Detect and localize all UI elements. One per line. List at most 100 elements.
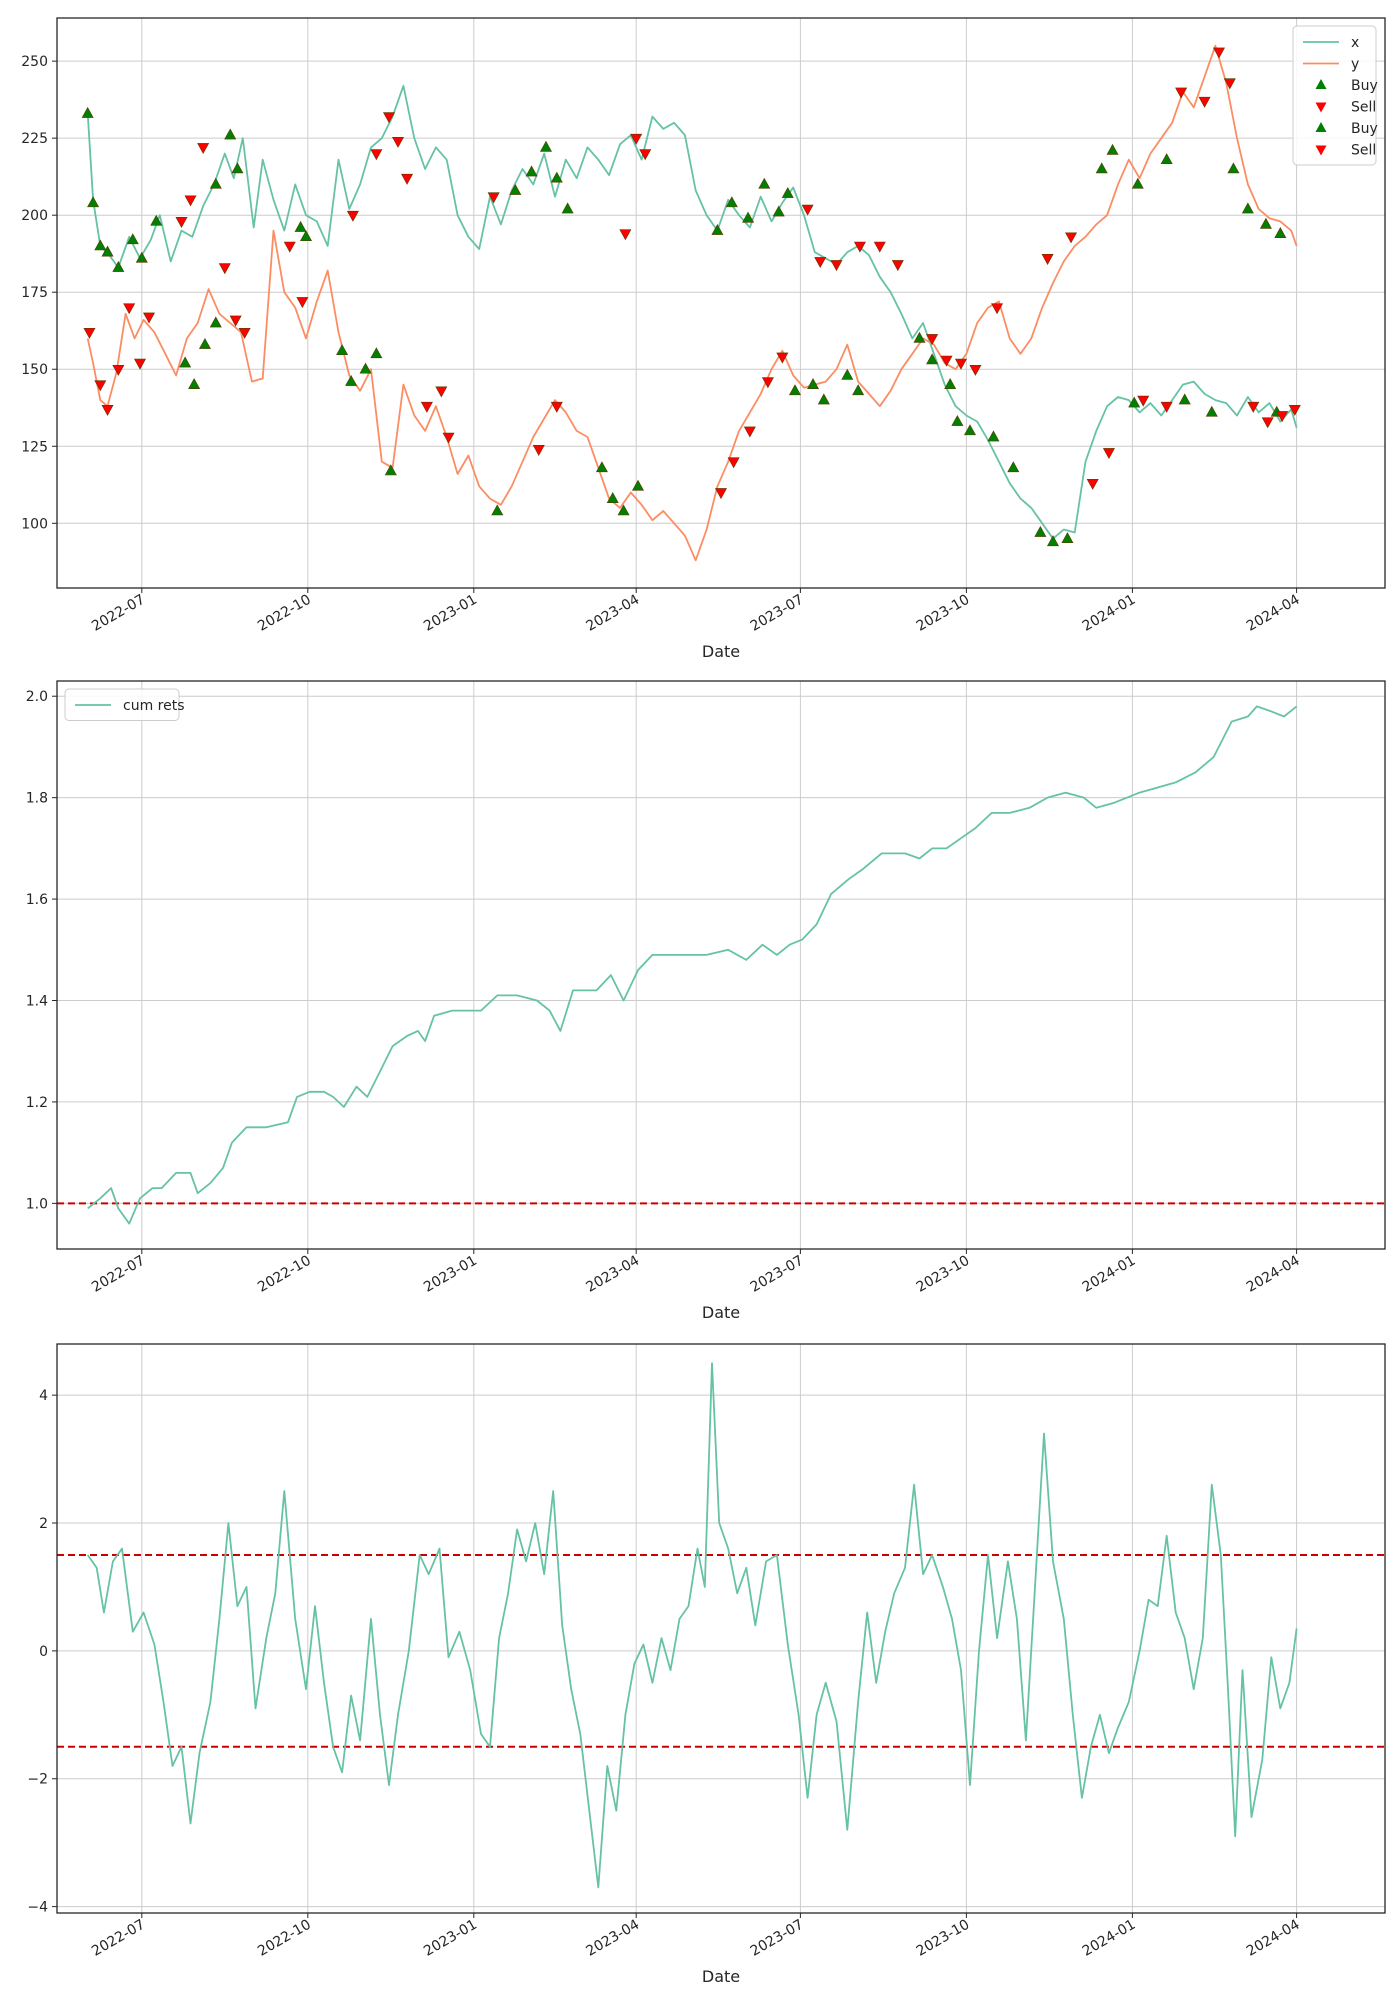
y-tick-label: 1.6 (26, 892, 48, 908)
sell-marker (1041, 254, 1054, 265)
buy-marker (101, 245, 114, 257)
sell-marker (83, 327, 96, 339)
buy-marker (525, 165, 538, 177)
buy-marker (606, 492, 619, 503)
buy-marker (817, 393, 830, 405)
x-tick-label: 2023-04 (584, 1917, 643, 1960)
legend-sell-handle (1315, 145, 1327, 156)
x-tick-label: 2022-07 (89, 592, 148, 635)
x-tick-label: 2023-07 (748, 1917, 807, 1960)
sell-marker (94, 380, 107, 392)
sell-marker (969, 364, 982, 376)
x-tick-label: 2023-01 (421, 592, 480, 635)
series-line-y (86, 44, 1298, 562)
sell-marker (218, 263, 231, 275)
buy-marker (1061, 532, 1074, 544)
sell-marker (853, 241, 866, 253)
sell-marker (101, 404, 114, 416)
sell-marker (727, 457, 740, 469)
buy-marker (299, 230, 313, 242)
buy-marker (509, 183, 522, 195)
x-tick-label: 2023-01 (421, 1253, 480, 1296)
buy-marker (772, 205, 785, 217)
sell-marker (1065, 232, 1078, 244)
axes-frame (56, 680, 1386, 1250)
sell-marker (175, 217, 188, 228)
y-tick-label: 0 (39, 1644, 48, 1660)
buy-marker (1007, 461, 1020, 473)
buy-marker (294, 220, 307, 232)
y-tick-label: 100 (21, 516, 48, 532)
sell-marker (639, 149, 652, 161)
sell-marker (283, 241, 296, 253)
x-tick-label: 2022-07 (89, 1917, 148, 1960)
buy-marker (617, 504, 630, 516)
legend-label: Sell (1351, 100, 1376, 116)
series-line-zscore (86, 1362, 1298, 1889)
buy-marker (198, 337, 211, 349)
sell-marker (123, 303, 136, 315)
buy-marker (384, 464, 397, 476)
sell-marker (1261, 417, 1274, 429)
buy-marker (1160, 153, 1173, 165)
y-tick-label: 250 (21, 54, 48, 70)
buy-marker (359, 362, 372, 374)
legend: xy Buy Sell Buy Sell (1292, 25, 1378, 166)
series-line-cum-rets (87, 705, 1298, 1225)
buy-marker (1106, 143, 1119, 155)
buy-marker (1128, 396, 1141, 408)
x-tick-label: 2023-10 (914, 1253, 973, 1296)
sell-marker (401, 173, 414, 185)
sell-marker (743, 426, 756, 438)
buy-marker (1046, 535, 1060, 547)
buy-marker (224, 128, 237, 140)
sell-marker (761, 377, 774, 389)
legend-label: x (1351, 35, 1359, 51)
x-tick-label: 2023-07 (748, 1253, 807, 1296)
x-tick-label: 2024-04 (1244, 1253, 1303, 1296)
buy-marker (1095, 162, 1108, 174)
legend-box (1292, 25, 1377, 166)
y-tick-label: 1.0 (26, 1196, 48, 1212)
buy-marker (926, 353, 939, 365)
buy-marker (87, 196, 100, 208)
sell-marker (532, 445, 545, 456)
buy-marker (135, 251, 148, 263)
buy-marker (1259, 217, 1272, 229)
buy-marker (781, 186, 794, 198)
x-tick-label: 2024-04 (1244, 592, 1303, 635)
sell-marker (776, 352, 789, 364)
buy-marker (1205, 405, 1218, 417)
buy-marker (370, 347, 383, 359)
buy-marker (1241, 202, 1254, 214)
buy-marker (758, 177, 771, 189)
buy-marker (188, 378, 201, 389)
sell-marker (1223, 78, 1236, 90)
sell-marker (630, 133, 643, 145)
buy-marker (913, 331, 926, 343)
buy-marker (807, 378, 820, 389)
buy-marker (951, 414, 964, 426)
buy-marker (742, 211, 755, 223)
buy-marker (987, 430, 1000, 442)
sell-marker (1137, 395, 1150, 407)
legend-label: Buy (1351, 121, 1378, 137)
sell-marker (229, 315, 242, 327)
buy-marker (1034, 525, 1047, 537)
y-tick-label: 1.4 (26, 994, 48, 1010)
legend-label: cum rets (123, 698, 185, 714)
sell-marker (370, 149, 383, 161)
buy-marker (1178, 393, 1191, 405)
x-tick-label: 2022-10 (255, 1253, 314, 1296)
sell-marker (1102, 448, 1115, 460)
buy-marker (963, 424, 977, 436)
buy-marker (852, 384, 865, 396)
buy-marker (209, 316, 222, 328)
price-chart: 100 125 150 175 200 225 250 2022-07 2022-10 2023-… (21, 17, 1386, 661)
x-tick-label: 2024-01 (1080, 1253, 1139, 1296)
y-tick-label: 1.2 (26, 1095, 48, 1111)
x-tick-label: 2022-07 (89, 1253, 148, 1296)
buy-marker (209, 177, 222, 189)
legend-label: Sell (1351, 143, 1376, 159)
sell-marker (346, 210, 359, 222)
